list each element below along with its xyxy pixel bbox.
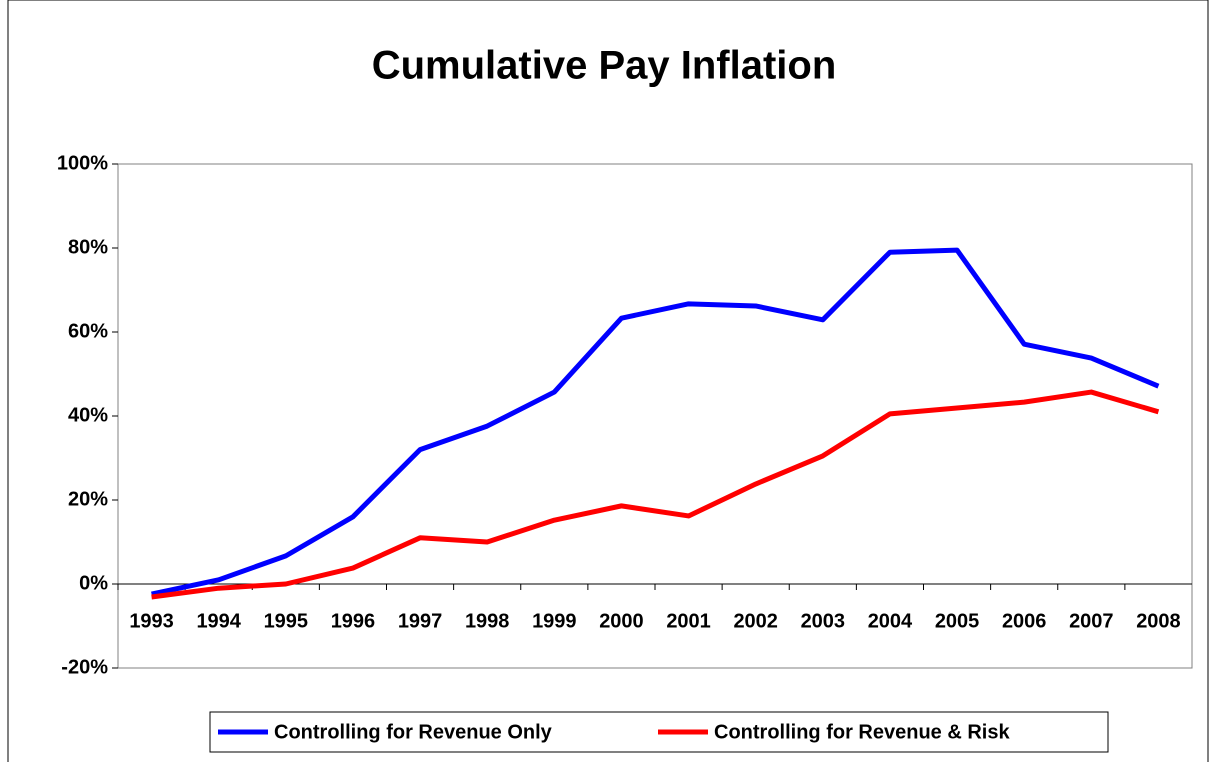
- x-tick-label: 2006: [1002, 610, 1047, 632]
- x-tick-label: 2000: [599, 610, 644, 632]
- x-tick-label: 2001: [666, 610, 711, 632]
- x-tick-label: 2008: [1136, 610, 1181, 632]
- legend-label: Controlling for Revenue Only: [274, 721, 553, 743]
- x-tick-label: 1995: [264, 610, 309, 632]
- plot-area: [117, 163, 1193, 669]
- x-tick-label: 1994: [196, 610, 241, 632]
- x-tick-label: 2007: [1069, 610, 1114, 632]
- series-line: [151, 247, 1160, 597]
- series-line: [151, 389, 1160, 600]
- y-tick-label: 100%: [57, 152, 108, 174]
- x-tick-label: 1993: [129, 610, 174, 632]
- y-tick-label: 60%: [68, 320, 108, 342]
- x-tick-label: 2002: [733, 610, 778, 632]
- y-tick-label: 0%: [79, 572, 108, 594]
- y-tick-label: 80%: [68, 236, 108, 258]
- y-tick-label: 20%: [68, 488, 108, 510]
- x-tick-label: 2003: [801, 610, 846, 632]
- y-tick-label: 40%: [68, 404, 108, 426]
- x-tick-label: 1997: [398, 610, 443, 632]
- x-tick-label: 2004: [868, 610, 913, 632]
- x-tick-label: 1999: [532, 610, 577, 632]
- chart-title: Cumulative Pay Inflation: [372, 44, 837, 88]
- x-tick-label: 2005: [935, 610, 980, 632]
- legend-label: Controlling for Revenue & Risk: [714, 721, 1010, 743]
- x-tick-label: 1996: [331, 610, 376, 632]
- x-tick-label: 1998: [465, 610, 510, 632]
- y-tick-label: -20%: [61, 656, 108, 678]
